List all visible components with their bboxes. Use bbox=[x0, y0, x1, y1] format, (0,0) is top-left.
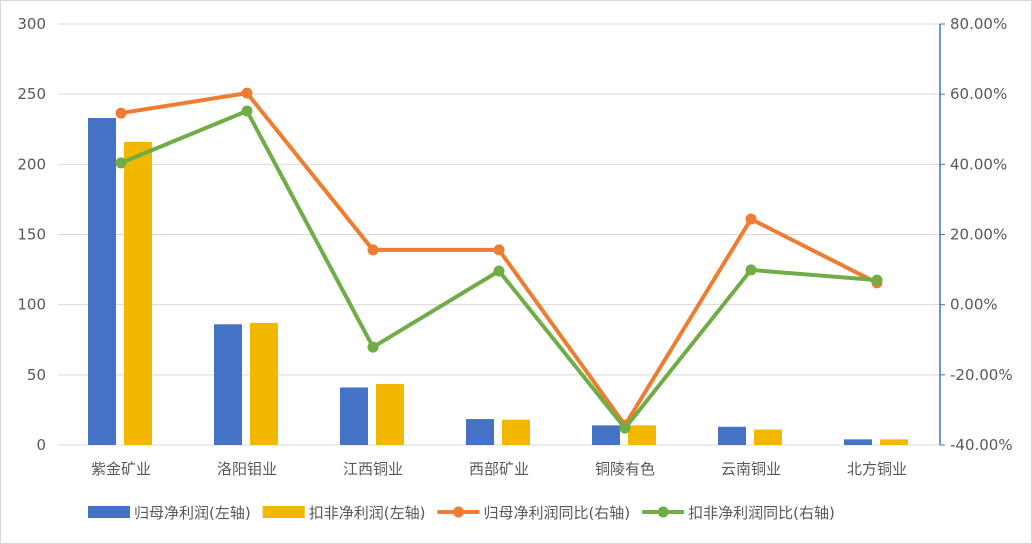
x-tick-label: 江西铜业 bbox=[343, 460, 403, 478]
bar bbox=[502, 419, 530, 445]
line-point bbox=[619, 422, 631, 434]
legend-label: 扣非净利润同比(右轴) bbox=[688, 504, 835, 522]
line-point bbox=[745, 264, 757, 276]
line-point bbox=[745, 213, 757, 225]
y-right-tick-label: 20.00% bbox=[950, 226, 1007, 244]
line-point bbox=[367, 244, 379, 256]
line-point bbox=[241, 105, 253, 117]
bar bbox=[718, 426, 746, 445]
legend-swatch bbox=[88, 506, 130, 518]
y-right-tick-label: -20.00% bbox=[950, 366, 1013, 384]
legend-label: 归母净利润(左轴) bbox=[134, 504, 251, 522]
y-right-tick-label: 60.00% bbox=[950, 85, 1007, 103]
bar bbox=[880, 439, 908, 445]
y-left-tick-label: 100 bbox=[17, 296, 46, 314]
line-point bbox=[115, 157, 127, 169]
legend-swatch bbox=[262, 506, 305, 518]
legend-marker bbox=[452, 506, 464, 518]
y-left-tick-label: 50 bbox=[27, 366, 46, 384]
bar bbox=[592, 425, 620, 445]
bar bbox=[844, 439, 872, 445]
bar bbox=[250, 322, 278, 445]
line-point bbox=[493, 244, 505, 256]
line-point bbox=[367, 341, 379, 353]
y-left-tick-label: 300 bbox=[17, 15, 46, 33]
y-left-tick-label: 250 bbox=[17, 85, 46, 103]
y-right-tick-label: 80.00% bbox=[950, 15, 1007, 33]
line-point bbox=[493, 265, 505, 277]
x-tick-label: 铜陵有色 bbox=[595, 460, 655, 478]
bar bbox=[340, 387, 368, 445]
bar bbox=[124, 141, 152, 445]
x-tick-label: 北方铜业 bbox=[847, 460, 907, 478]
y-left-tick-label: 200 bbox=[17, 155, 46, 173]
legend-marker bbox=[657, 506, 669, 518]
bar bbox=[376, 383, 404, 445]
x-tick-label: 洛阳钼业 bbox=[217, 460, 277, 478]
y-left-tick-label: 0 bbox=[36, 436, 46, 454]
x-tick-label: 云南铜业 bbox=[721, 460, 781, 478]
x-tick-label: 西部矿业 bbox=[469, 460, 529, 478]
bar bbox=[88, 118, 116, 446]
x-tick-label: 紫金矿业 bbox=[91, 460, 151, 478]
y-right-tick-label: -40.00% bbox=[950, 436, 1013, 454]
bar bbox=[628, 425, 656, 445]
y-right-tick-label: 0.00% bbox=[950, 296, 998, 314]
y-right-tick-label: 40.00% bbox=[950, 155, 1007, 173]
line-point bbox=[115, 107, 127, 119]
y-left-tick-label: 150 bbox=[17, 226, 46, 244]
bar bbox=[466, 419, 494, 445]
legend-label: 归母净利润同比(右轴) bbox=[483, 504, 630, 522]
line-point bbox=[871, 274, 883, 286]
line-point bbox=[241, 87, 253, 99]
bar bbox=[214, 324, 242, 445]
bar bbox=[754, 429, 782, 445]
legend-label: 扣非净利润(左轴) bbox=[309, 504, 426, 522]
